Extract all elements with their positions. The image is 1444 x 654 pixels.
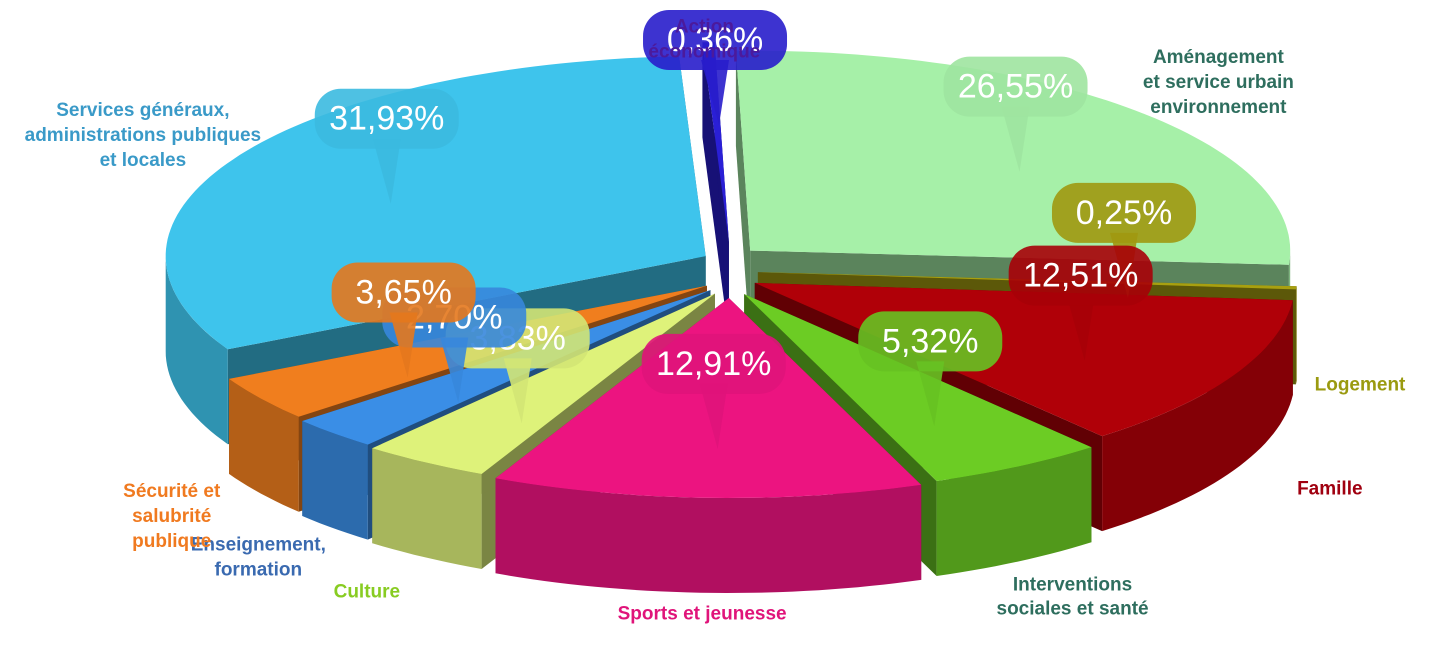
category-label: Services généraux, administrations publi… (25, 99, 261, 173)
category-label: Logement (1315, 374, 1406, 399)
category-label: Culture (334, 580, 401, 605)
value-label: 0,25% (1076, 194, 1172, 232)
value-label: 12,91% (656, 345, 771, 383)
slice-wall (1296, 286, 1297, 384)
value-label: 12,51% (1023, 257, 1138, 295)
value-label: 26,55% (958, 68, 1073, 106)
category-label: Sécurité et salubrité publique (123, 480, 220, 554)
category-label: Interventions sociales et santé (997, 573, 1149, 622)
chart: 0,36%26,55%0,25%12,51%5,32%12,91%3,83%2,… (0, 0, 1444, 654)
category-label: Aménagement et service urbain environnem… (1143, 46, 1294, 120)
category-label: Sports et jeunesse (618, 603, 787, 628)
value-label: 31,93% (329, 100, 444, 138)
value-label: 3,65% (355, 273, 451, 311)
value-label: 5,32% (882, 322, 978, 360)
category-label: Action économique (648, 15, 760, 64)
category-label: Famille (1297, 477, 1362, 502)
